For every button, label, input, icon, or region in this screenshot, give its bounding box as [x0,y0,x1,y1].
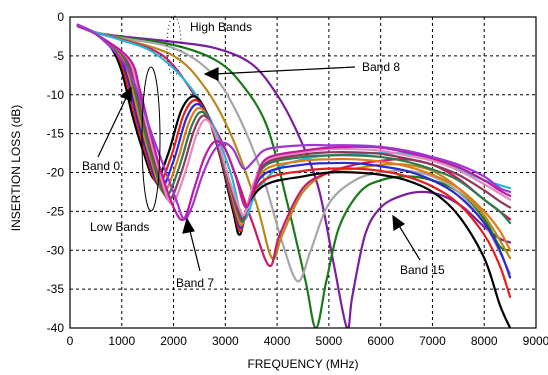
series-line [76,25,512,298]
gridlines [70,17,536,328]
x-tick-label: 8000 [471,334,498,348]
x-tick-label: 0 [67,334,74,348]
series-line [76,25,512,252]
x-axis-label: FREQUENCY (MHz) [247,357,358,371]
y-tick-label: -20 [47,166,65,180]
series-line [76,25,512,328]
y-tick-label: -30 [47,243,65,257]
x-axis-ticks: 0 1000 2000 3000 4000 5000 6000 7000 8000 9000 [67,334,548,348]
band-15-arrow [397,223,421,261]
x-tick-label: 4000 [264,334,291,348]
y-tick-label: -10 [47,88,65,102]
series-line [76,25,512,279]
band-8-arrow [213,66,356,75]
y-tick-label: -40 [47,321,65,335]
band-7-arrow [188,226,201,272]
series-line [76,23,512,261]
series-line [76,25,512,225]
band-7-arrowhead [182,217,195,234]
series-line [76,23,512,283]
series-line [76,25,512,221]
x-tick-label: 5000 [316,334,343,348]
y-tick-label: -25 [47,204,65,218]
x-tick-label: 6000 [367,334,394,348]
plot-border [69,16,537,329]
annotations: High Bands Band 8 Band 0 Low Bands Band … [82,15,445,290]
annotation-arrows [97,66,421,272]
band-0-arrow [97,95,128,158]
annotation-band-15: Band 15 [400,263,445,277]
x-tick-label: 9000 [523,334,548,348]
band-0-arrowhead [119,86,132,102]
plot-frame [69,16,537,329]
y-tick-label: -35 [47,282,65,296]
annotation-band-0: Band 0 [82,159,120,173]
band-15-arrowhead [392,214,406,232]
annotation-band-7: Band 7 [176,276,214,290]
x-tick-label: 7000 [419,334,446,348]
series-line [76,25,512,217]
x-tick-label: 3000 [212,334,239,348]
series-line [76,25,512,222]
x-tick-label: 1000 [108,334,135,348]
series-layer [76,23,512,328]
annotation-low-bands: Low Bands [90,220,149,234]
y-axis-label: INSERTION LOSS (dB) [9,105,23,231]
annotation-high-bands: High Bands [190,20,252,34]
y-tick-label: 0 [57,10,64,24]
y-tick-label: -5 [53,49,64,63]
series-line [76,23,512,221]
band-8-arrowhead [203,67,219,81]
y-axis-ticks: 0 -5 -10 -15 -20 -25 -30 -35 -40 [47,10,65,335]
y-tick-label: -15 [47,127,65,141]
annotation-band-8: Band 8 [362,60,400,74]
high-bands-ellipse [166,15,182,77]
low-bands-ellipse [141,66,161,212]
x-tick-label: 2000 [160,334,187,348]
